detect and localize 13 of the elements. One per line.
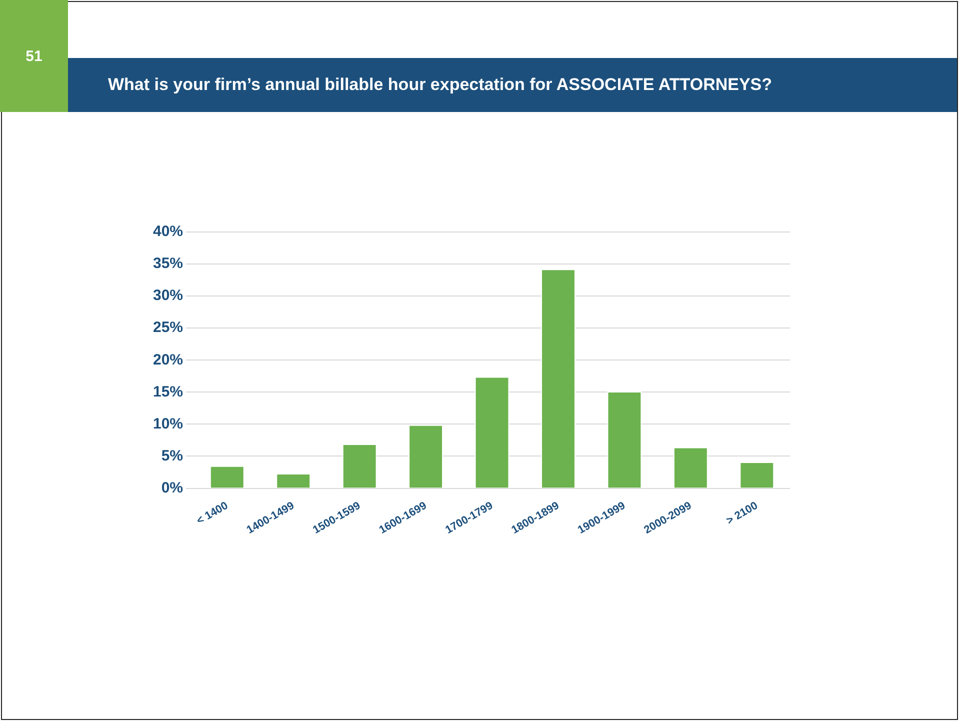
y-tick-label: 35%: [152, 255, 184, 272]
x-tick-label: < 1400: [194, 500, 230, 528]
x-tick-label: > 2100: [724, 500, 760, 528]
y-tick-label: 30%: [152, 287, 184, 304]
y-tick-label: 5%: [161, 447, 184, 464]
y-tick-label: 40%: [152, 223, 184, 240]
y-tick-label: 15%: [152, 383, 184, 400]
y-tick-label: 0%: [161, 479, 184, 496]
chart-title: What is your firm’s annual billable hour expectation for ASSOCIATE ATTORNEYS?: [108, 74, 772, 96]
y-tick-label: 20%: [152, 351, 184, 368]
y-tick-label: 25%: [152, 319, 184, 336]
text: 51: [0, 0, 68, 112]
y-tick-label: 10%: [152, 415, 184, 432]
